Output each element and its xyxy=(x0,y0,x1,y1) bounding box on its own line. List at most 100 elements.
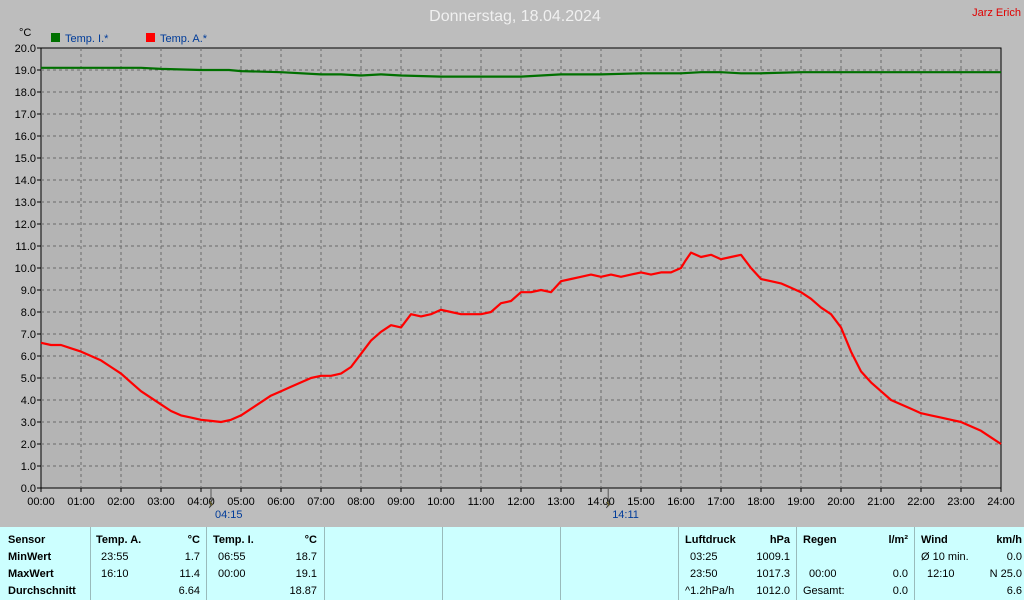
temp-i-unit: °C xyxy=(304,534,317,546)
x-tick-label: 01:00 xyxy=(67,496,95,508)
y-tick-label: 9.0 xyxy=(21,285,36,297)
legend-label-temp-i: Temp. I.* xyxy=(65,33,109,45)
y-tick-label: 8.0 xyxy=(21,307,36,319)
y-axis-ticks: 0.0 1.0 2.0 3.0 4.0 5.0 6.0 7.0 8.0 9.0 10.0 11.0 12… xyxy=(15,43,41,495)
x-tick-label: 17:00 xyxy=(707,496,735,508)
y-tick-label: 7.0 xyxy=(21,329,36,341)
temp-a-min-time: 23:55 xyxy=(101,551,129,563)
label-min: MinWert xyxy=(8,551,52,563)
x-tick-label: 14:00 xyxy=(587,496,615,508)
stats-empty-1 xyxy=(324,527,442,600)
stats-labels: Sensor MinWert MaxWert Durchschnitt xyxy=(0,527,90,600)
stats-wind: Wind km/h Ø 10 min. 0.0 12:10 N 25.0 6.6 xyxy=(914,527,1024,600)
x-tick-label: 06:00 xyxy=(267,496,295,508)
pressure-max-value: 1017.3 xyxy=(756,568,790,580)
x-tick-label: 07:00 xyxy=(307,496,335,508)
temp-i-max-time: 00:00 xyxy=(218,568,246,580)
y-tick-label: 3.0 xyxy=(21,417,36,429)
statistics-panel: Sensor MinWert MaxWert Durchschnitt Temp… xyxy=(0,527,1024,600)
event-marker-label: 04:15 xyxy=(215,509,243,521)
x-tick-label: 16:00 xyxy=(667,496,695,508)
temp-a-min-value: 1.7 xyxy=(184,551,200,563)
pressure-header: Luftdruck xyxy=(685,534,736,546)
event-marker-label: 14:11 xyxy=(612,509,639,521)
temp-a-average: 6.64 xyxy=(178,585,200,597)
temp-a-max-value: 11.4 xyxy=(179,568,200,580)
x-tick-label: 19:00 xyxy=(787,496,815,508)
wind-max-time: 12:10 xyxy=(927,568,955,580)
temp-i-average: 18.87 xyxy=(289,585,317,597)
x-tick-label: 21:00 xyxy=(867,496,895,508)
x-axis-ticks: 00:00 01:00 02:00 03:00 04:00 05:00 06:00 07:00… xyxy=(27,488,1015,508)
rain-total-value: 0.0 xyxy=(892,585,908,597)
x-tick-label: 23:00 xyxy=(947,496,975,508)
x-tick-label: 22:00 xyxy=(907,496,935,508)
x-tick-label: 02:00 xyxy=(107,496,135,508)
temp-i-min-time: 06:55 xyxy=(218,551,246,563)
y-tick-label: 19.0 xyxy=(15,65,36,77)
x-tick-label: 00:00 xyxy=(27,496,55,508)
y-tick-label: 4.0 xyxy=(21,395,36,407)
y-tick-label: 11.0 xyxy=(15,241,36,253)
wind-avg-label: Ø 10 min. xyxy=(921,551,969,563)
x-tick-label: 09:00 xyxy=(387,496,415,508)
event-markers: 04:15 14:11 xyxy=(208,489,639,521)
chart-title: Donnerstag, 18.04.2024 xyxy=(429,8,601,25)
pressure-min-time: 03:25 xyxy=(690,551,718,563)
rain-max-time: 00:00 xyxy=(809,568,837,580)
x-tick-label: 24:00 xyxy=(987,496,1015,508)
y-tick-label: 6.0 xyxy=(21,351,36,363)
rain-unit: l/m² xyxy=(888,534,908,546)
stats-empty-3 xyxy=(560,527,678,600)
rain-total-label: Gesamt: xyxy=(803,585,845,597)
y-tick-label: 12.0 xyxy=(15,219,36,231)
lightning-icon xyxy=(208,498,214,509)
rain-header: Regen xyxy=(803,534,837,546)
x-tick-label: 13:00 xyxy=(547,496,575,508)
legend-label-temp-a: Temp. A.* xyxy=(160,33,208,45)
temp-i-header: Temp. I. xyxy=(213,534,254,546)
legend: Temp. I.* Temp. A.* xyxy=(51,33,208,45)
x-tick-label: 05:00 xyxy=(227,496,255,508)
author-label: Jarz Erich xyxy=(972,7,1021,19)
y-tick-label: 18.0 xyxy=(15,87,36,99)
x-tick-label: 10:00 xyxy=(427,496,455,508)
pressure-min-value: 1009.1 xyxy=(756,551,790,563)
series-line-temp-i xyxy=(41,66,1001,78)
y-tick-label: 14.0 xyxy=(15,175,36,187)
wind-max-value: N 25.0 xyxy=(989,568,1022,580)
x-tick-label: 15:00 xyxy=(627,496,655,508)
pressure-max-time: 23:50 xyxy=(690,568,718,580)
y-tick-label: 20.0 xyxy=(15,43,36,55)
y-tick-label: 10.0 xyxy=(15,263,36,275)
x-tick-label: 04:00 xyxy=(187,496,215,508)
legend-swatch-temp-a xyxy=(146,33,155,42)
pressure-unit: hPa xyxy=(769,534,790,546)
wind-extra-value: 6.6 xyxy=(1006,585,1022,597)
stats-empty-2 xyxy=(442,527,560,600)
temp-a-header: Temp. A. xyxy=(96,534,142,546)
temp-a-unit: °C xyxy=(187,534,200,546)
temp-a-max-time: 16:10 xyxy=(101,568,129,580)
stats-temp-i: Temp. I. °C 06:55 18.7 00:00 19.1 18.87 xyxy=(206,527,324,600)
x-tick-label: 11:00 xyxy=(468,496,495,508)
legend-swatch-temp-i xyxy=(51,33,60,42)
lightning-icon xyxy=(605,498,611,509)
wind-header: Wind xyxy=(921,534,948,546)
y-tick-label: 5.0 xyxy=(21,373,36,385)
y-tick-label: 17.0 xyxy=(15,109,36,121)
temp-i-max-value: 19.1 xyxy=(295,568,317,580)
y-tick-label: 13.0 xyxy=(15,197,36,209)
wind-unit: km/h xyxy=(996,534,1022,546)
label-sensor: Sensor xyxy=(8,534,46,546)
temperature-chart: Donnerstag, 18.04.2024 Jarz Erich °C Tem… xyxy=(15,7,1021,521)
grid xyxy=(41,48,1001,488)
x-tick-label: 12:00 xyxy=(507,496,535,508)
label-max: MaxWert xyxy=(8,568,54,580)
x-tick-label: 20:00 xyxy=(827,496,855,508)
y-tick-label: 0.0 xyxy=(21,483,36,495)
wind-avg-value: 0.0 xyxy=(1006,551,1022,563)
y-tick-label: 1.0 xyxy=(21,461,36,473)
pressure-current: 1012.0 xyxy=(756,585,790,597)
y-tick-label: 16.0 xyxy=(15,131,36,143)
